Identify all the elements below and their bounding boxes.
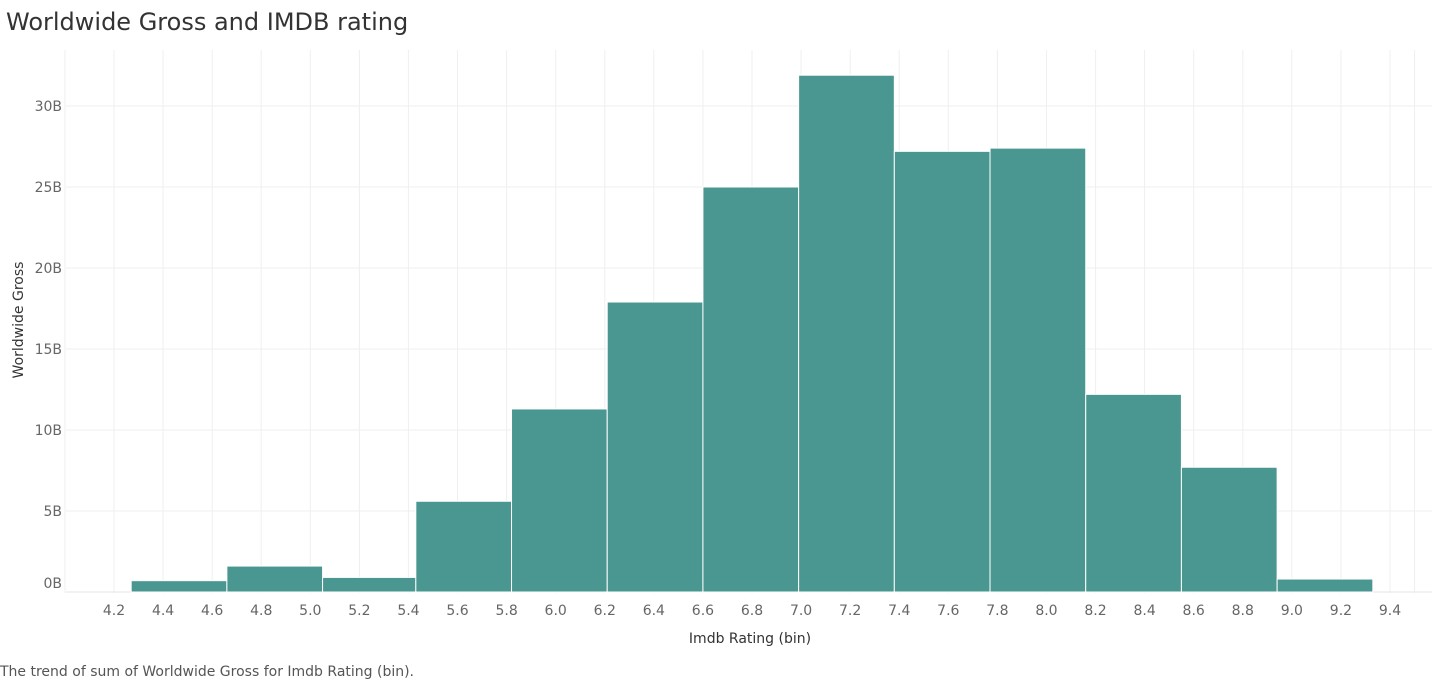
x-tick-label: 7.2 xyxy=(839,603,861,619)
x-tick-label: 5.0 xyxy=(299,603,321,619)
histogram-bar[interactable] xyxy=(989,147,1087,593)
y-axis-ticks: 0B 5B 10B 15B 20B 25B 30B xyxy=(35,99,62,592)
y-tick-label: 20B xyxy=(35,261,62,277)
x-tick-label: 5.4 xyxy=(397,603,419,619)
x-tick-label: 6.4 xyxy=(643,603,665,619)
histogram-bar[interactable] xyxy=(511,408,608,593)
x-tick-label: 6.0 xyxy=(545,603,567,619)
x-tick-label: 6.8 xyxy=(741,603,763,619)
x-tick-label: 8.2 xyxy=(1084,603,1106,619)
histogram-chart: 0B 5B 10B 15B 20B 25B 30B 4.2 4.4 4.6 4.8 5.0 5.2 5.… xyxy=(11,50,1432,647)
x-tick-label: 5.6 xyxy=(446,603,468,619)
x-tick-label: 7.8 xyxy=(986,603,1008,619)
x-tick-label: 4.8 xyxy=(250,603,272,619)
x-tick-label: 5.2 xyxy=(348,603,370,619)
x-tick-label: 9.4 xyxy=(1379,603,1401,619)
x-tick-label: 4.2 xyxy=(103,603,125,619)
histogram-bar[interactable] xyxy=(1276,578,1374,593)
histogram-bar[interactable] xyxy=(798,74,895,593)
y-tick-label: 15B xyxy=(35,342,62,358)
histogram-bar[interactable] xyxy=(415,500,513,593)
x-tick-label: 9.0 xyxy=(1281,603,1303,619)
x-tick-label: 8.0 xyxy=(1035,603,1057,619)
x-tick-label: 9.2 xyxy=(1330,603,1352,619)
chart-title: Worldwide Gross and IMDB rating xyxy=(6,8,409,36)
x-tick-label: 4.6 xyxy=(201,603,223,619)
histogram-bar[interactable] xyxy=(130,580,228,593)
x-tick-label: 8.8 xyxy=(1232,603,1254,619)
histogram-bar[interactable] xyxy=(226,565,324,593)
x-tick-label: 6.6 xyxy=(692,603,714,619)
x-tick-label: 4.4 xyxy=(152,603,174,619)
y-tick-label: 5B xyxy=(43,504,62,520)
histogram-bar[interactable] xyxy=(1085,393,1182,593)
x-tick-label: 7.6 xyxy=(937,603,959,619)
x-tick-label: 5.8 xyxy=(495,603,517,619)
x-tick-label: 6.2 xyxy=(594,603,616,619)
bars xyxy=(130,74,1374,593)
histogram-bar[interactable] xyxy=(322,576,417,593)
y-axis-label: Worldwide Gross xyxy=(11,262,27,379)
y-tick-label: 10B xyxy=(35,423,62,439)
x-tick-label: 7.4 xyxy=(888,603,910,619)
x-tick-label: 8.4 xyxy=(1133,603,1155,619)
x-tick-label: 7.0 xyxy=(790,603,812,619)
histogram-bar[interactable] xyxy=(1180,466,1278,593)
histogram-bar[interactable] xyxy=(893,150,991,593)
y-tick-label: 30B xyxy=(35,99,62,115)
x-tick-label: 8.6 xyxy=(1183,603,1205,619)
histogram-bar[interactable] xyxy=(702,186,800,593)
y-tick-label: 0B xyxy=(43,576,62,592)
x-axis-ticks: 4.2 4.4 4.6 4.8 5.0 5.2 5.4 5.6 5.8 6.0 6.2 6.4 6.6 6… xyxy=(103,603,1401,619)
y-tick-label: 25B xyxy=(35,180,62,196)
x-axis-label: Imdb Rating (bin) xyxy=(689,631,811,647)
histogram-bar[interactable] xyxy=(606,301,704,593)
chart-caption: The trend of sum of Worldwide Gross for … xyxy=(0,664,415,680)
